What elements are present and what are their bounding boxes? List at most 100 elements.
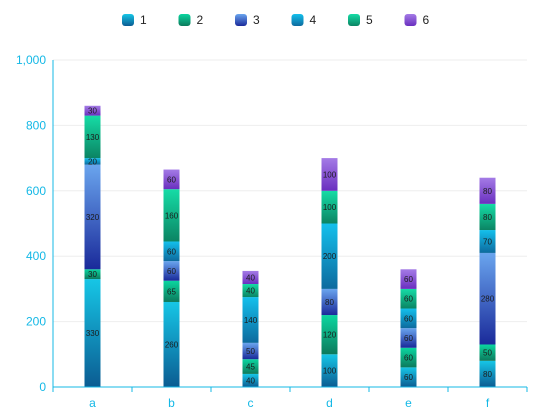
data-label: 60 xyxy=(404,295,413,304)
legend-item-4[interactable]: 4 xyxy=(291,13,317,27)
data-label: 140 xyxy=(244,316,258,325)
bar-segment-a-series-4[interactable] xyxy=(84,158,101,165)
data-label: 45 xyxy=(246,363,255,372)
legend-label: 2 xyxy=(197,13,204,27)
bar-segment-d-series-1[interactable] xyxy=(321,354,338,387)
bar-segment-d-series-5[interactable] xyxy=(321,190,338,224)
data-label: 65 xyxy=(167,287,176,296)
bar-segment-a-series-3[interactable] xyxy=(84,164,101,270)
bar-segment-a-series-1[interactable] xyxy=(84,279,101,387)
data-label: 60 xyxy=(167,247,176,256)
data-label: 280 xyxy=(481,295,495,304)
bar-segment-d-series-4[interactable] xyxy=(321,223,338,289)
bar-segment-f-series-4[interactable] xyxy=(479,230,496,253)
data-label: 60 xyxy=(167,175,176,184)
data-label: 80 xyxy=(483,370,492,379)
legend-item-2[interactable]: 2 xyxy=(178,13,204,27)
legend-label: 3 xyxy=(253,13,260,27)
data-label: 80 xyxy=(483,213,492,222)
bar-segment-f-series-2[interactable] xyxy=(479,344,496,361)
data-label: 70 xyxy=(483,237,492,246)
data-label: 30 xyxy=(88,270,97,279)
data-label: 330 xyxy=(86,329,100,338)
bar-segment-b-series-4[interactable] xyxy=(163,241,180,262)
legend-swatch xyxy=(291,14,304,26)
x-tick-label: e xyxy=(405,396,412,410)
y-tick-label: 600 xyxy=(26,184,46,198)
x-tick-label: a xyxy=(89,396,96,410)
data-label: 260 xyxy=(165,340,179,349)
x-tick-label: c xyxy=(248,396,254,410)
data-label: 40 xyxy=(246,273,255,282)
x-tick-label: f xyxy=(486,396,490,410)
bar-segment-d-series-3[interactable] xyxy=(321,288,338,316)
legend-item-3[interactable]: 3 xyxy=(235,13,260,27)
data-label: 60 xyxy=(404,354,413,363)
bar-segment-a-series-2[interactable] xyxy=(84,269,101,280)
data-label: 60 xyxy=(404,314,413,323)
bar-segment-b-series-3[interactable] xyxy=(163,261,180,281)
y-tick-label: 1,000 xyxy=(16,53,46,67)
legend-swatch xyxy=(235,14,247,26)
bar-segment-d-series-2[interactable] xyxy=(321,315,338,355)
data-label: 160 xyxy=(165,211,179,220)
bar-segment-c-series-1[interactable] xyxy=(242,373,259,387)
data-label: 100 xyxy=(323,170,337,179)
legend-label: 6 xyxy=(423,13,430,27)
bar-segment-e-series-6[interactable] xyxy=(400,269,417,289)
bar-segment-e-series-5[interactable] xyxy=(400,288,417,309)
bar-segment-a-series-6[interactable] xyxy=(84,105,101,116)
bar-segment-a-series-5[interactable] xyxy=(84,115,101,159)
legend-item-5[interactable]: 5 xyxy=(348,13,373,27)
x-tick-label: d xyxy=(326,396,333,410)
bar-segment-e-series-1[interactable] xyxy=(400,367,417,387)
data-label: 60 xyxy=(404,334,413,343)
data-label: 50 xyxy=(246,347,255,356)
data-label: 30 xyxy=(88,107,97,116)
legend-item-6[interactable]: 6 xyxy=(404,13,430,27)
bar-segment-f-series-3[interactable] xyxy=(479,252,496,345)
bar-segment-c-series-4[interactable] xyxy=(242,297,259,343)
bar-segment-f-series-6[interactable] xyxy=(479,177,496,204)
bar-segment-c-series-6[interactable] xyxy=(242,270,259,284)
data-label: 80 xyxy=(325,298,334,307)
bar-segment-d-series-6[interactable] xyxy=(321,158,338,191)
legend-swatch xyxy=(178,14,191,26)
bar-segment-b-series-5[interactable] xyxy=(163,189,180,242)
bar-segment-e-series-2[interactable] xyxy=(400,347,417,368)
bar-segment-b-series-6[interactable] xyxy=(163,169,180,190)
bar-segment-c-series-2[interactable] xyxy=(242,359,259,374)
bar-segment-f-series-1[interactable] xyxy=(479,360,496,387)
legend-label: 4 xyxy=(310,13,317,27)
data-label: 60 xyxy=(404,275,413,284)
data-label: 60 xyxy=(404,373,413,382)
data-label: 40 xyxy=(246,287,255,296)
bar-segment-e-series-4[interactable] xyxy=(400,308,417,329)
data-label: 20 xyxy=(88,157,97,166)
y-tick-label: 0 xyxy=(39,380,46,394)
data-label: 80 xyxy=(483,187,492,196)
bar-segment-c-series-5[interactable] xyxy=(242,283,259,298)
data-label: 130 xyxy=(86,133,100,142)
bar-segment-b-series-1[interactable] xyxy=(163,301,180,387)
data-label: 100 xyxy=(323,367,337,376)
bar-segment-b-series-2[interactable] xyxy=(163,280,180,302)
legend-swatch xyxy=(348,14,360,26)
data-label: 60 xyxy=(167,267,176,276)
legend-item-1[interactable]: 1 xyxy=(122,13,147,27)
legend-label: 5 xyxy=(366,13,373,27)
y-tick-label: 800 xyxy=(26,118,46,132)
y-tick-label: 200 xyxy=(26,315,46,329)
legend-swatch xyxy=(404,14,417,26)
data-label: 200 xyxy=(323,252,337,261)
bar-segment-f-series-5[interactable] xyxy=(479,203,496,231)
bar-segment-e-series-3[interactable] xyxy=(400,328,417,348)
y-tick-label: 400 xyxy=(26,249,46,263)
data-label: 320 xyxy=(86,213,100,222)
data-label: 50 xyxy=(483,349,492,358)
bar-segment-c-series-3[interactable] xyxy=(242,342,259,360)
data-label: 40 xyxy=(246,376,255,385)
data-label: 120 xyxy=(323,331,337,340)
